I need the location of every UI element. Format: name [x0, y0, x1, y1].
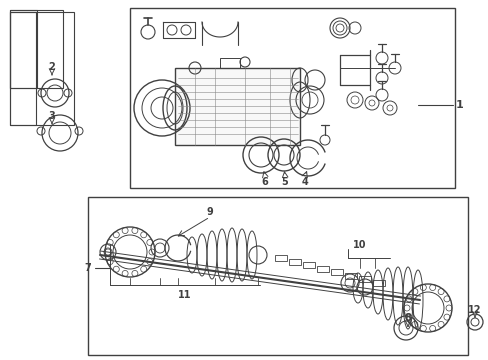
- Text: 2: 2: [48, 62, 55, 72]
- Text: 5: 5: [281, 177, 288, 187]
- Bar: [303, 262, 314, 268]
- Bar: [316, 266, 328, 271]
- Text: 9: 9: [206, 207, 213, 217]
- Bar: [88, 197, 467, 355]
- Text: 4: 4: [301, 177, 308, 187]
- Text: 8: 8: [404, 313, 410, 323]
- Bar: [345, 273, 356, 279]
- Text: 12: 12: [468, 305, 481, 315]
- Bar: [10, 10, 63, 88]
- Text: 7: 7: [84, 263, 91, 273]
- Bar: [372, 279, 384, 285]
- Bar: [10, 12, 74, 125]
- Text: 3: 3: [48, 111, 55, 121]
- Bar: [10, 12, 36, 125]
- Bar: [220, 58, 240, 68]
- Text: 11: 11: [178, 290, 191, 300]
- Bar: [10, 10, 37, 88]
- Text: 1: 1: [455, 100, 463, 110]
- Bar: [130, 8, 454, 188]
- Bar: [288, 258, 301, 265]
- Bar: [358, 276, 370, 282]
- Bar: [330, 269, 342, 275]
- Bar: [274, 255, 286, 261]
- Text: 10: 10: [352, 240, 366, 250]
- Bar: [175, 68, 299, 145]
- Text: 6: 6: [261, 177, 268, 187]
